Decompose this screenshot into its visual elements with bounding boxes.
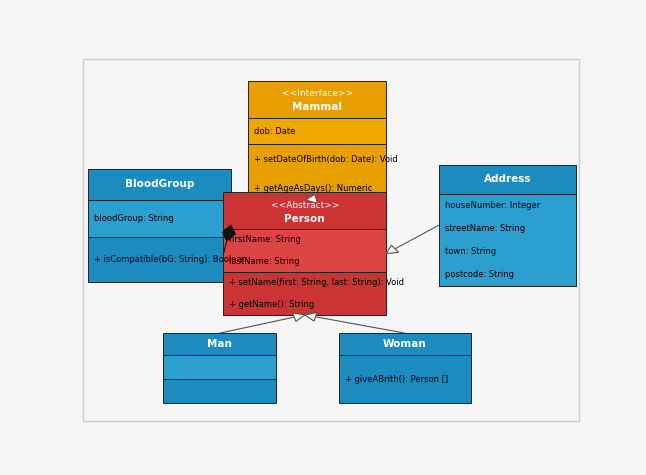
Polygon shape [293, 313, 305, 322]
Text: dob: Date: dob: Date [255, 126, 296, 135]
Text: <<Interface>>: <<Interface>> [282, 89, 353, 98]
Text: + setDateOfBirth(dob: Date): Void: + setDateOfBirth(dob: Date): Void [255, 155, 398, 164]
Bar [163, 333, 276, 355]
Bar [439, 194, 576, 285]
Text: + getName(): String: + getName(): String [229, 300, 315, 309]
Text: Person: Person [284, 214, 325, 224]
Text: postcode: String: postcode: String [444, 270, 514, 279]
Text: Mammal: Mammal [292, 102, 342, 112]
Text: Woman: Woman [383, 339, 427, 349]
Bar [249, 144, 386, 203]
Text: BloodGroup: BloodGroup [125, 180, 194, 190]
Bar [89, 237, 231, 282]
Text: + isCompatible(bG: String): Boolean: + isCompatible(bG: String): Boolean [94, 255, 247, 264]
Bar [163, 379, 276, 403]
Text: town: String: town: String [444, 247, 496, 256]
Bar [439, 165, 576, 194]
Bar [224, 272, 386, 315]
Bar [89, 200, 231, 237]
Text: + giveABrith(): Person []: + giveABrith(): Person [] [344, 374, 448, 383]
Bar [89, 169, 231, 200]
Bar [163, 355, 276, 379]
Bar [249, 117, 386, 144]
Polygon shape [222, 225, 235, 241]
Polygon shape [386, 245, 399, 254]
Text: Man: Man [207, 339, 232, 349]
Bar [224, 229, 386, 272]
Text: houseNumber: Integer: houseNumber: Integer [444, 201, 540, 210]
Bar [339, 333, 471, 355]
Bar [249, 81, 386, 117]
Text: lastName: String: lastName: String [229, 257, 300, 266]
Polygon shape [305, 313, 317, 321]
Text: streetName: String: streetName: String [444, 224, 525, 233]
Text: + getAgeAsDays(): Numeric: + getAgeAsDays(): Numeric [255, 184, 373, 193]
Text: bloodGroup: String: bloodGroup: String [94, 214, 174, 223]
Text: firstName: String: firstName: String [229, 235, 301, 244]
Bar [339, 355, 471, 403]
Polygon shape [306, 194, 317, 203]
Text: Address: Address [484, 174, 531, 184]
Text: + setName(first: String, last: String): Void: + setName(first: String, last: String): … [229, 278, 404, 287]
Bar [224, 192, 386, 229]
Text: <<Abstract>>: <<Abstract>> [271, 201, 339, 209]
